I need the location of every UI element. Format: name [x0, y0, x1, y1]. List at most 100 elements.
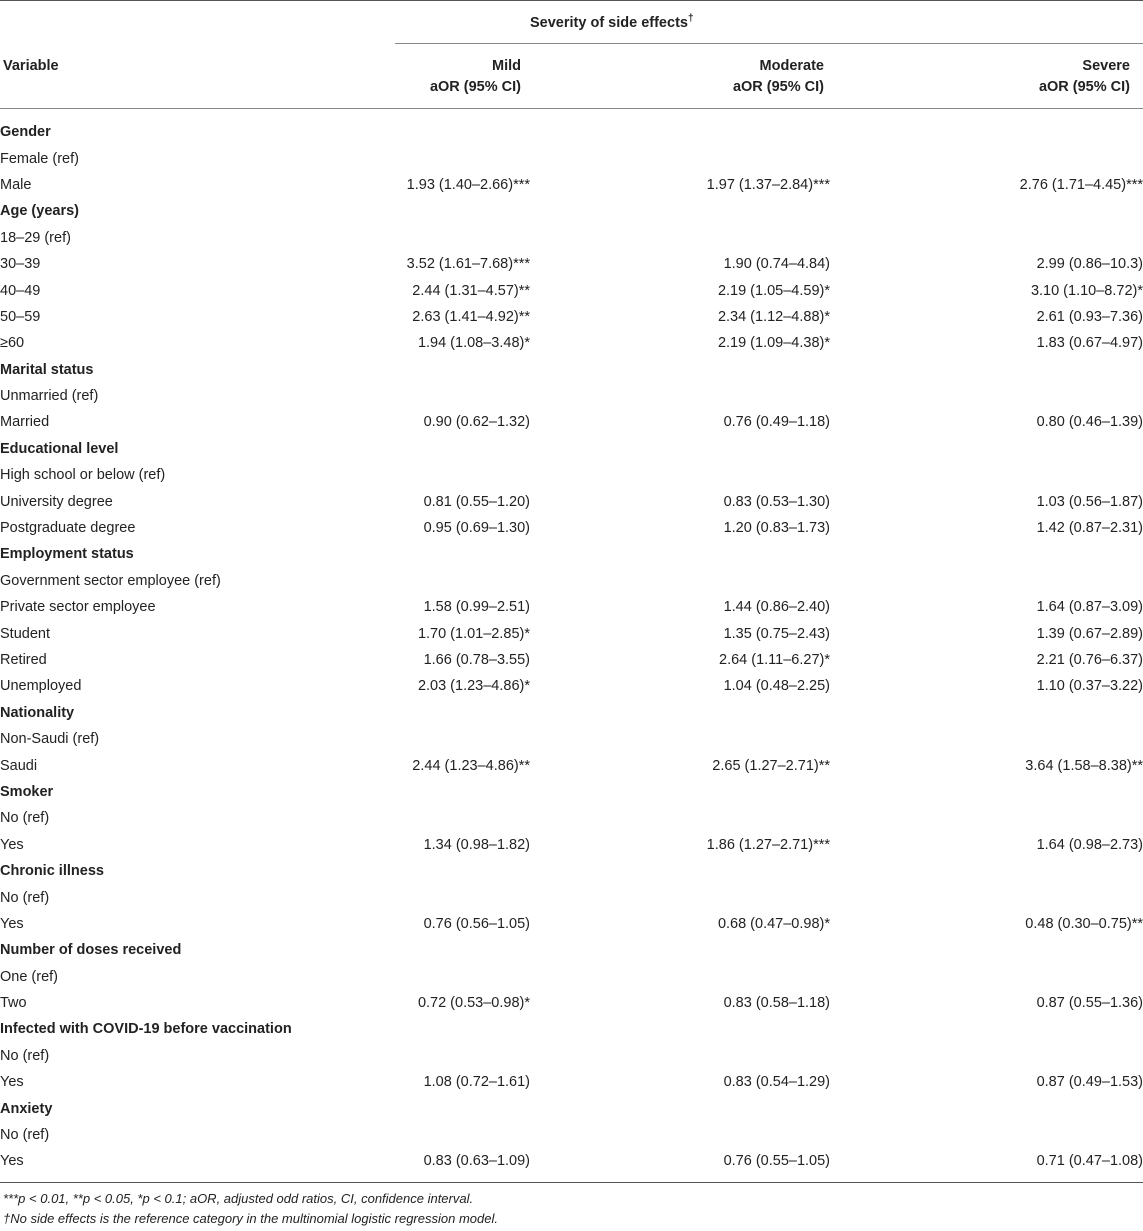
variable-cell: Retired [0, 652, 47, 668]
table-row: 50–59 2.63 (1.41–4.92)** 2.34 (1.12–4.88)*… [0, 304, 1143, 330]
severe-cell [830, 1043, 1143, 1069]
severe-cell: 2.21 (0.76–6.37) [1036, 652, 1143, 668]
mild-cell: 3.52 (1.61–7.68)*** [406, 256, 530, 273]
section-row: Infected with COVID-19 before vaccinatio… [0, 1016, 1143, 1042]
mild-cell [380, 1122, 530, 1148]
table-row: Male 1.93 (1.40–2.66)*** 1.97 (1.37–2.84)*… [0, 172, 1143, 198]
severe-cell: 3.10 (1.10–8.72)* [1030, 282, 1143, 299]
variable-cell: Yes [0, 915, 24, 932]
moderate-cell [530, 1043, 830, 1069]
severe-cell: 0.80 (0.46–1.39) [1036, 414, 1143, 431]
variable-cell: High school or below (ref) [0, 467, 166, 484]
mild-cell: 2.03 (1.23–4.86)* [417, 678, 530, 695]
variable-cell: Two [0, 995, 27, 1012]
mild-cell: 1.93 (1.40–2.66)*** [406, 176, 530, 193]
moderate-cell [530, 568, 830, 594]
section-row: Marital status [0, 357, 1143, 383]
section-label: Age (years) [0, 203, 79, 220]
mild-cell [380, 1016, 530, 1042]
mild-cell [380, 462, 530, 488]
table-row: Unemployed 2.03 (1.23–4.86)* 1.04 (0.48–2.… [0, 673, 1143, 699]
moderate-cell: 1.97 (1.37–2.84)*** [706, 176, 830, 193]
moderate-cell [530, 145, 830, 171]
moderate-cell [530, 436, 830, 462]
mild-cell: 0.83 (0.63–1.09) [423, 1153, 530, 1170]
header-moderate-title: Moderate [759, 58, 824, 74]
table-row: No (ref) [0, 884, 1143, 910]
severe-cell [830, 884, 1143, 910]
section-label: Employment status [0, 546, 134, 563]
variable-cell: University degree [0, 493, 113, 510]
moderate-cell [530, 779, 830, 805]
severe-cell: 1.03 (0.56–1.87) [1036, 493, 1143, 510]
moderate-cell: 2.19 (1.05–4.59)* [717, 282, 830, 299]
mild-cell [380, 937, 530, 963]
header-mild: Mild aOR (95% CI) [430, 56, 521, 98]
header-mild-title: Mild [492, 58, 521, 74]
footnote-reference: †No side effects is the reference catego… [3, 1211, 498, 1226]
moderate-cell: 1.04 (0.48–2.25) [723, 678, 830, 695]
mild-cell: 1.94 (1.08–3.48)* [417, 335, 530, 352]
table-row: Yes 0.83 (0.63–1.09) 0.76 (0.55–1.05) 0.71 … [0, 1148, 1143, 1174]
variable-cell: No (ref) [0, 810, 50, 827]
variable-cell: ≥60 [0, 335, 25, 352]
table-row: High school or below (ref) [0, 462, 1143, 488]
mild-cell [380, 726, 530, 752]
mild-cell [380, 198, 530, 224]
variable-cell: 30–39 [0, 256, 41, 273]
section-label: Marital status [0, 361, 94, 378]
table-row: 30–39 3.52 (1.61–7.68)*** 1.90 (0.74–4.84)… [0, 251, 1143, 277]
moderate-cell: 0.83 (0.53–1.30) [723, 493, 830, 510]
mild-cell [380, 700, 530, 726]
variable-cell: Private sector employee [0, 599, 156, 616]
moderate-cell [530, 225, 830, 251]
mild-cell: 1.34 (0.98–1.82) [423, 836, 530, 853]
variable-cell: No (ref) [0, 1047, 50, 1064]
table-row: Yes 1.08 (0.72–1.61) 0.83 (0.54–1.29) 0.87 … [0, 1069, 1143, 1095]
moderate-cell: 0.68 (0.47–0.98)* [717, 915, 830, 932]
table-row: One (ref) [0, 964, 1143, 990]
mild-cell [380, 225, 530, 251]
moderate-cell [530, 805, 830, 831]
mild-cell [380, 884, 530, 910]
mild-cell [380, 383, 530, 409]
section-row: Anxiety [0, 1095, 1143, 1121]
moderate-cell [530, 119, 830, 145]
section-label: Anxiety [0, 1100, 53, 1117]
severe-cell: 0.87 (0.55–1.36) [1036, 995, 1143, 1012]
variable-cell: No (ref) [0, 1127, 50, 1144]
moderate-cell [530, 858, 830, 884]
variable-cell: No (ref) [0, 889, 50, 906]
table-row: 40–49 2.44 (1.31–4.57)** 2.19 (1.05–4.59)*… [0, 277, 1143, 303]
moderate-cell [530, 357, 830, 383]
mild-cell: 0.95 (0.69–1.30) [423, 520, 530, 537]
section-label: Number of doses received [0, 942, 182, 959]
severe-cell [830, 726, 1143, 752]
table-row: Yes 0.76 (0.56–1.05) 0.68 (0.47–0.98)* 0.48… [0, 911, 1143, 937]
mild-cell: 1.58 (0.99–2.51) [423, 599, 530, 616]
variable-cell: Unemployed [0, 678, 82, 695]
mild-cell [380, 436, 530, 462]
top-rule [0, 0, 1143, 1]
mild-cell: 1.08 (0.72–1.61) [423, 1074, 530, 1091]
severe-cell: 1.42 (0.87–2.31) [1036, 520, 1143, 537]
section-label: Educational level [0, 440, 119, 457]
moderate-cell [530, 1016, 830, 1042]
severe-cell: 1.64 (0.87–3.09) [1036, 599, 1143, 616]
section-row: Employment status [0, 541, 1143, 567]
moderate-cell: 2.19 (1.09–4.38)* [717, 335, 830, 352]
severe-cell [830, 119, 1143, 145]
header-severe: Severe aOR (95% CI) [1039, 56, 1130, 98]
table-row: No (ref) [0, 1122, 1143, 1148]
moderate-cell: 0.83 (0.54–1.29) [723, 1074, 830, 1091]
severe-cell [830, 357, 1143, 383]
severe-cell [830, 436, 1143, 462]
variable-cell: Yes [0, 1153, 24, 1170]
severe-cell: 0.71 (0.47–1.08) [1036, 1153, 1143, 1170]
moderate-cell [530, 462, 830, 488]
variable-cell: Non-Saudi (ref) [0, 731, 100, 748]
variable-cell: Female (ref) [0, 150, 79, 167]
moderate-cell: 0.76 (0.55–1.05) [723, 1153, 830, 1170]
moderate-cell: 1.86 (1.27–2.71)*** [706, 836, 830, 853]
